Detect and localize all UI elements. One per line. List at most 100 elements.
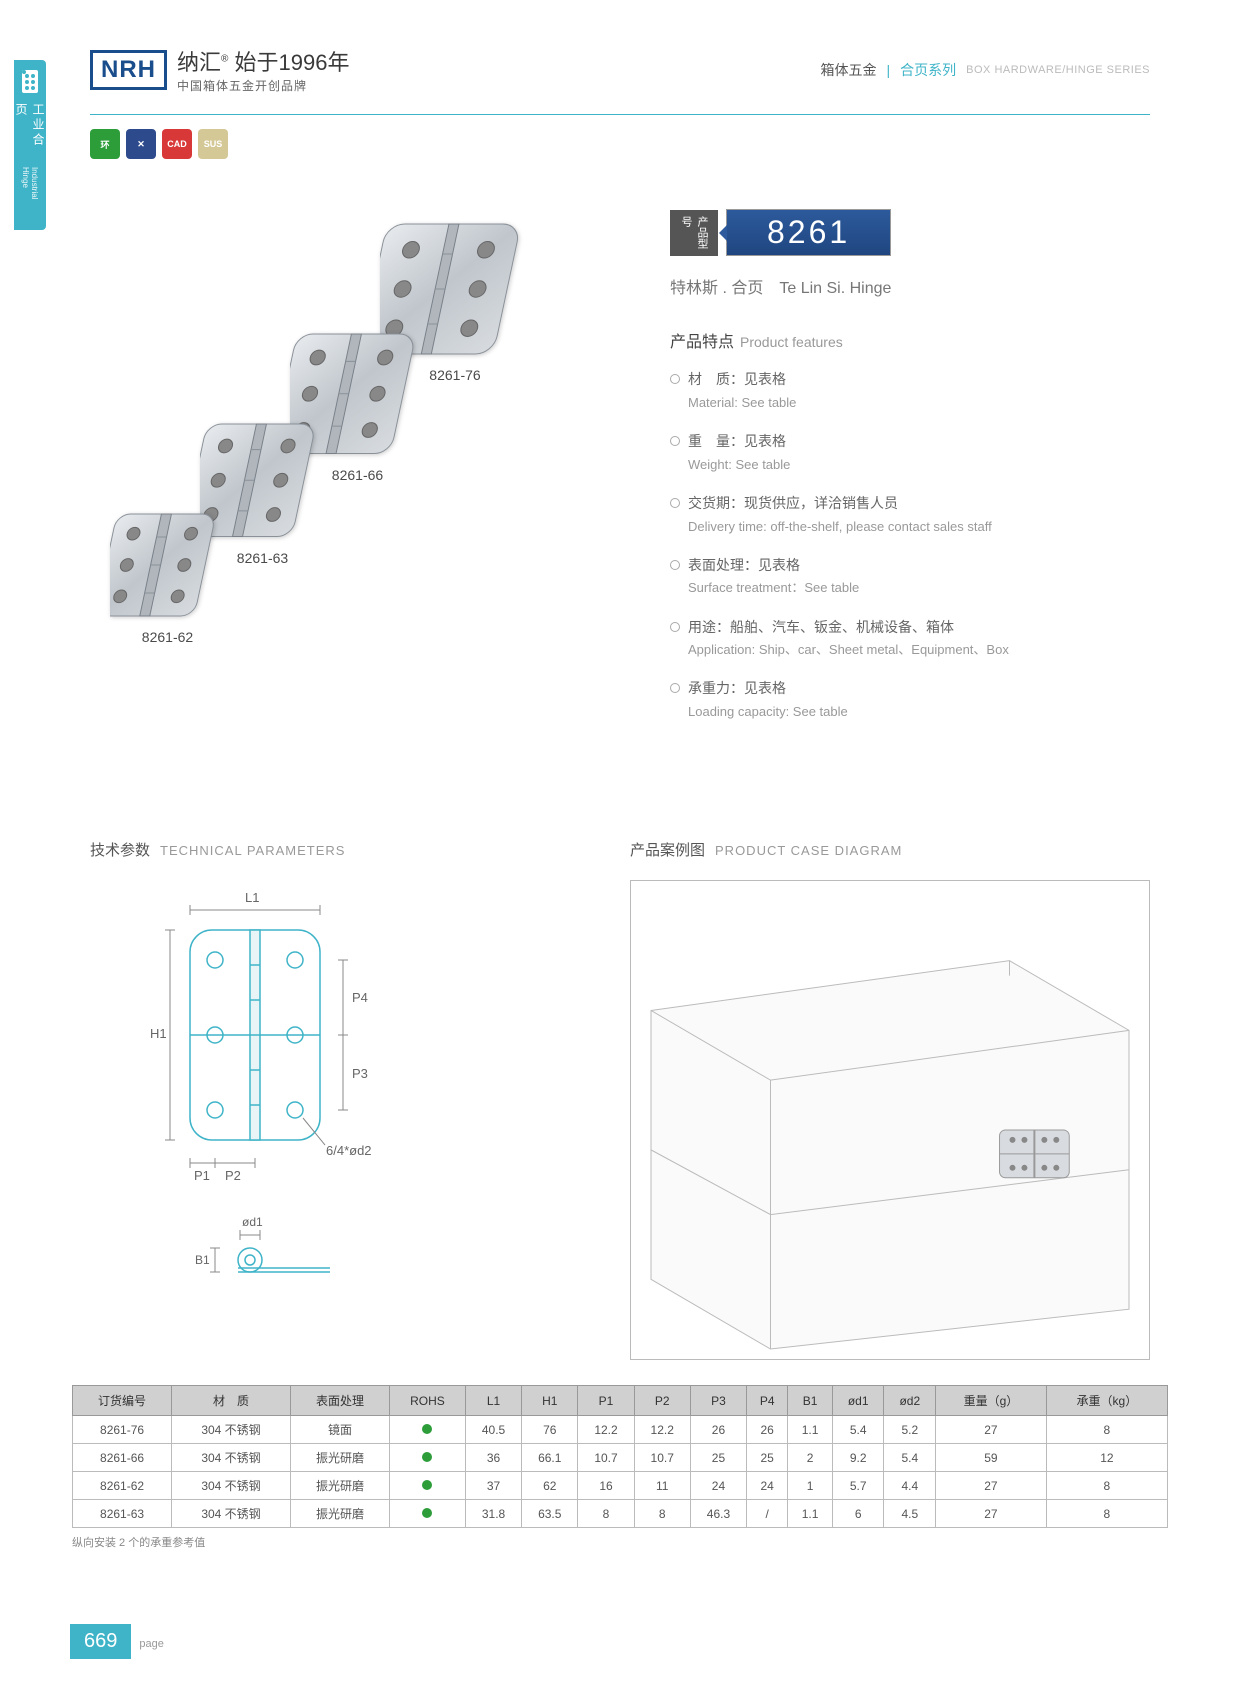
feature-item: 交货期：现货供应，详洽销售人员Delivery time: off-the-sh… <box>670 492 1150 538</box>
logo-mark: NRH <box>90 50 167 90</box>
table-header: 承重（kg） <box>1046 1386 1167 1416</box>
logo-sub: 中国箱体五金开创品牌 <box>177 77 349 94</box>
rohs-dot-icon <box>422 1508 432 1518</box>
table-cell: 62 <box>522 1472 578 1500</box>
table-cell: 304 不锈钢 <box>172 1500 291 1528</box>
model-subtitle: 特林斯 . 合页 Te Lin Si. Hinge <box>670 274 1150 298</box>
product-info: 产品型号 8261 特林斯 . 合页 Te Lin Si. Hinge 产品特点… <box>670 209 1150 739</box>
table-header: 表面处理 <box>290 1386 389 1416</box>
table-cell: 66.1 <box>522 1444 578 1472</box>
table-cell: 5.4 <box>832 1416 884 1444</box>
svg-text:H1: H1 <box>150 1026 167 1041</box>
table-header: P1 <box>578 1386 634 1416</box>
table-cell: 8 <box>1046 1500 1167 1528</box>
table-header: 订货编号 <box>73 1386 172 1416</box>
table-cell: 1.1 <box>788 1416 833 1444</box>
table-cell: 镜面 <box>290 1416 389 1444</box>
table-cell: 16 <box>578 1472 634 1500</box>
table-cell: 10.7 <box>578 1444 634 1472</box>
table-cell: 63.5 <box>522 1500 578 1528</box>
table-cell: 9.2 <box>832 1444 884 1472</box>
side-tab: 工业合页 Industrial Hinge <box>14 60 46 230</box>
hinge-label: 8261-66 <box>332 467 383 483</box>
table-cell: 8261-76 <box>73 1416 172 1444</box>
case-diagram <box>630 880 1150 1360</box>
table-header: 材 质 <box>172 1386 291 1416</box>
table-cell: / <box>747 1500 788 1528</box>
table-cell: 11 <box>634 1472 690 1500</box>
table-cell: 5.4 <box>884 1444 936 1472</box>
badge-eco-icon: 环 <box>90 129 120 159</box>
hinge-label: 8261-76 <box>429 367 480 383</box>
table-cell: 1 <box>788 1472 833 1500</box>
spec-table: 订货编号材 质表面处理ROHSL1H1P1P2P3P4B1ød1ød2重量（g）… <box>72 1385 1168 1528</box>
tech-diagram: L1 H1 P4 P3 P1 P2 6/4*ød2 <box>90 880 450 1360</box>
page-header: NRH 纳汇® 始于1996年 中国箱体五金开创品牌 箱体五金 | 合页系列 B… <box>0 0 1240 114</box>
table-cell <box>390 1472 466 1500</box>
table-cell: 8261-63 <box>73 1500 172 1528</box>
table-cell: 6 <box>832 1500 884 1528</box>
badge-cad-icon: CAD <box>162 129 192 159</box>
table-cell: 4.4 <box>884 1472 936 1500</box>
table-row: 8261-76304 不锈钢镜面40.57612.212.226261.15.4… <box>73 1416 1168 1444</box>
hinge-label: 8261-63 <box>237 550 288 566</box>
rohs-dot-icon <box>422 1452 432 1462</box>
side-tab-en: Industrial Hinge <box>21 167 39 220</box>
table-cell: 27 <box>936 1500 1047 1528</box>
svg-text:B1: B1 <box>195 1253 210 1267</box>
table-cell: 2 <box>788 1444 833 1472</box>
table-cell: 8261-66 <box>73 1444 172 1472</box>
side-tab-cn: 工业合页 <box>13 103 47 160</box>
rohs-dot-icon <box>422 1480 432 1490</box>
table-cell: 振光研磨 <box>290 1444 389 1472</box>
table-cell: 26 <box>747 1416 788 1444</box>
svg-text:L1: L1 <box>245 890 259 905</box>
table-cell: 25 <box>747 1444 788 1472</box>
rohs-dot-icon <box>422 1424 432 1434</box>
model-number: 8261 <box>726 209 891 256</box>
case-title: 产品案例图PRODUCT CASE DIAGRAM <box>630 839 1150 860</box>
table-header: P4 <box>747 1386 788 1416</box>
product-images: 8261-76 8261-66 8261-63 <box>90 209 630 669</box>
table-cell: 24 <box>747 1472 788 1500</box>
table-cell: 8 <box>1046 1472 1167 1500</box>
feature-item: 重 量：见表格Weight: See table <box>670 430 1150 476</box>
table-cell: 59 <box>936 1444 1047 1472</box>
table-cell <box>390 1416 466 1444</box>
feature-item: 承重力：见表格Loading capacity: See table <box>670 677 1150 723</box>
feature-item: 材 质：见表格Material: See table <box>670 368 1150 414</box>
svg-text:P3: P3 <box>352 1066 368 1081</box>
table-cell: 40.5 <box>465 1416 521 1444</box>
table-cell: 304 不锈钢 <box>172 1416 291 1444</box>
table-header: B1 <box>788 1386 833 1416</box>
table-header: ROHS <box>390 1386 466 1416</box>
table-cell: 12 <box>1046 1444 1167 1472</box>
header-right: 箱体五金 | 合页系列 BOX HARDWARE/HINGE SERIES <box>821 60 1150 80</box>
page-number: 669 page <box>70 1624 164 1659</box>
logo-block: NRH 纳汇® 始于1996年 中国箱体五金开创品牌 <box>90 45 349 94</box>
table-header: 重量（g） <box>936 1386 1047 1416</box>
table-cell: 27 <box>936 1472 1047 1500</box>
table-header: L1 <box>465 1386 521 1416</box>
model-label: 产品型号 <box>670 210 718 256</box>
table-cell: 37 <box>465 1472 521 1500</box>
icon-badges: 环 ✕ CAD SUS <box>0 115 1240 159</box>
table-note: 纵向安装 2 个的承重参考值 <box>0 1528 1240 1556</box>
svg-text:P1: P1 <box>194 1168 210 1183</box>
table-cell: 8 <box>634 1500 690 1528</box>
table-cell: 25 <box>690 1444 746 1472</box>
table-cell: 304 不锈钢 <box>172 1472 291 1500</box>
table-cell: 304 不锈钢 <box>172 1444 291 1472</box>
table-cell: 12.2 <box>634 1416 690 1444</box>
feature-item: 表面处理：见表格Surface treatment：See table <box>670 554 1150 600</box>
table-cell: 8261-62 <box>73 1472 172 1500</box>
table-cell: 1.1 <box>788 1500 833 1528</box>
table-row: 8261-62304 不锈钢振光研磨37621611242415.74.4278 <box>73 1472 1168 1500</box>
table-cell: 31.8 <box>465 1500 521 1528</box>
table-header: ød2 <box>884 1386 936 1416</box>
table-cell: 10.7 <box>634 1444 690 1472</box>
table-cell: 4.5 <box>884 1500 936 1528</box>
table-cell: 振光研磨 <box>290 1500 389 1528</box>
table-cell: 24 <box>690 1472 746 1500</box>
product-hinge: 8261-62 <box>110 509 225 645</box>
